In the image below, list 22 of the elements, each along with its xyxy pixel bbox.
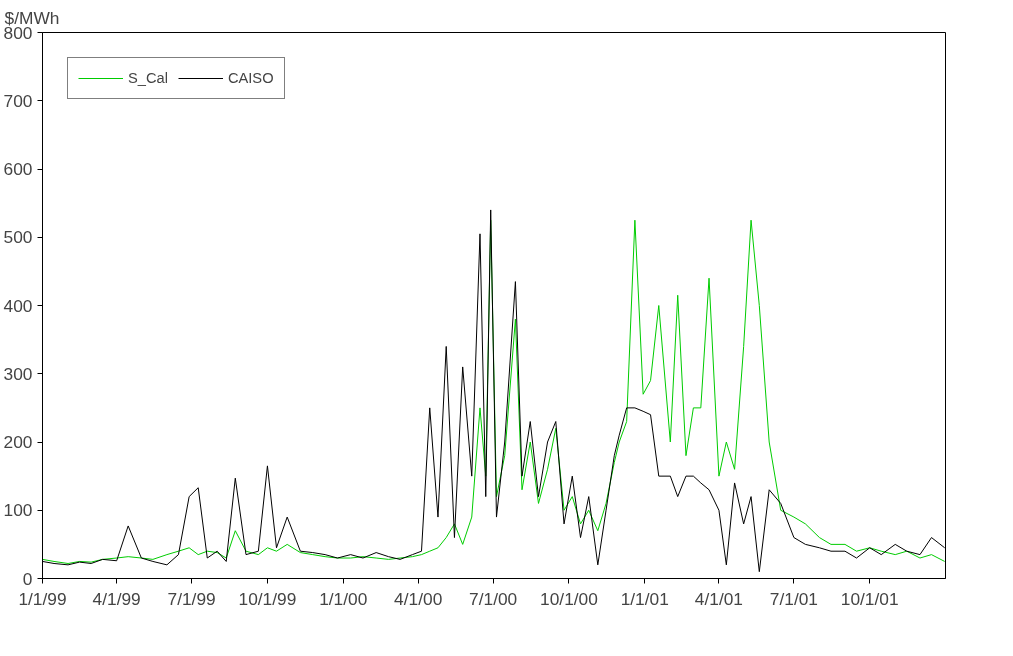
- x-tick-label: 7/1/00: [469, 588, 518, 609]
- y-tick-label: 400: [3, 295, 33, 316]
- y-tick-label: 500: [3, 227, 33, 248]
- y-tick-label: 600: [3, 159, 33, 179]
- y-tick-label: 100: [3, 500, 33, 521]
- x-tick-label: 7/1/01: [769, 588, 818, 609]
- x-tick-label: 1/1/99: [18, 588, 67, 609]
- legend-label: CAISO: [227, 70, 274, 86]
- x-tick-label: 4/1/00: [394, 588, 443, 609]
- y-tick-label: 0: [22, 568, 33, 589]
- x-tick-label: 1/1/01: [620, 588, 669, 609]
- x-tick-label: 7/1/99: [167, 588, 216, 609]
- x-tick-label: 4/1/01: [694, 588, 744, 609]
- x-tick-label: 4/1/99: [92, 588, 141, 609]
- y-tick-label: 200: [3, 432, 33, 452]
- y-tick-label: 300: [3, 363, 33, 384]
- x-tick-label: 10/1/99: [238, 588, 297, 609]
- x-tick-label: 10/1/00: [540, 588, 598, 609]
- x-tick-label: 10/1/01: [840, 588, 899, 609]
- y-tick-label: 700: [3, 90, 33, 111]
- legend-label: S_Cal: [128, 70, 168, 86]
- x-tick-label: 1/1/00: [319, 588, 368, 609]
